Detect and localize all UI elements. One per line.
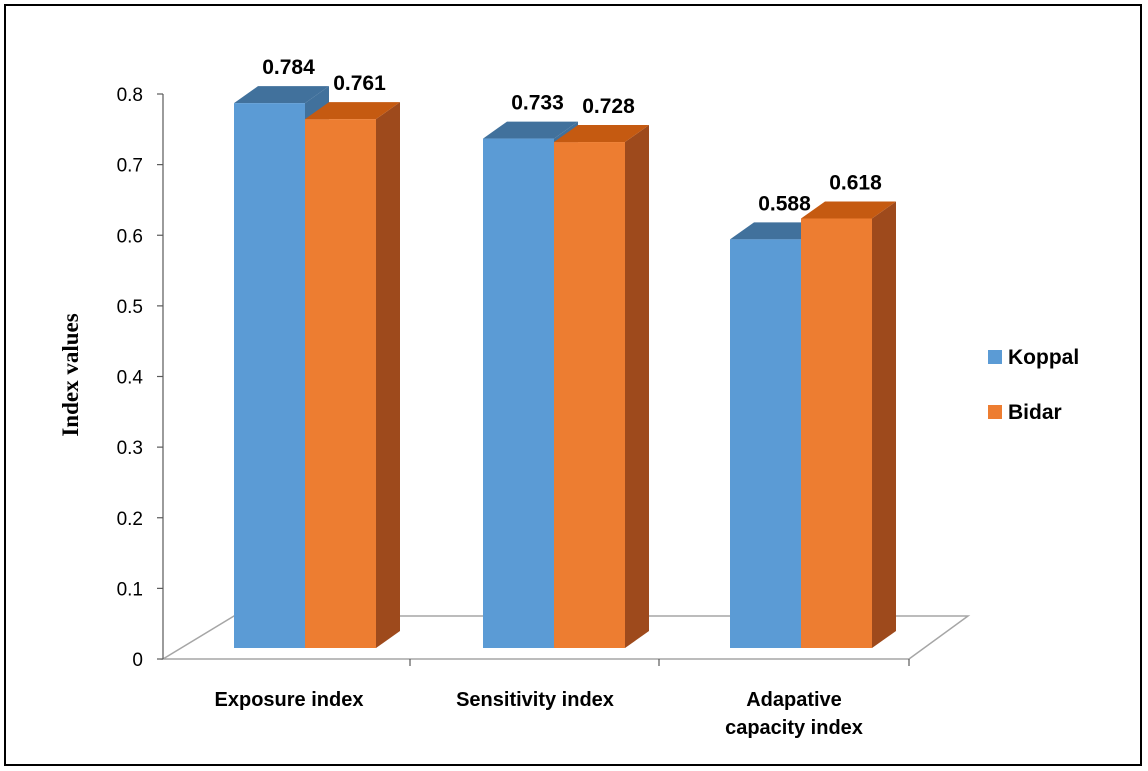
- bar-top-bidar: [554, 125, 649, 143]
- data-labels: 0.784 0.761 0.733 0.728 0.588 0.618: [262, 56, 882, 215]
- data-label: 0.728: [582, 95, 635, 118]
- category-labels: Exposure index Sensitivity index Adapative…: [215, 689, 863, 739]
- bar-top-bidar: [801, 201, 896, 219]
- y-axis: 0 0.1 0.2 0.3 0.4 0.5 0.6 0.7 0.8: [117, 85, 910, 671]
- y-tick-label: 0.4: [117, 368, 144, 389]
- data-label: 0.618: [829, 171, 882, 194]
- data-label: 0.588: [758, 192, 811, 215]
- legend-swatch-koppal: [988, 350, 1002, 364]
- bar-koppal: [234, 103, 305, 649]
- bar-bidar: [801, 218, 872, 649]
- x-category-label: Adapative: [746, 689, 842, 711]
- y-tick-label: 0.8: [117, 85, 143, 106]
- bars: [234, 86, 896, 649]
- y-tick-label: 0: [132, 650, 143, 671]
- bar-koppal: [730, 239, 801, 648]
- data-label: 0.784: [262, 56, 315, 79]
- bar-top-bidar: [305, 102, 400, 120]
- bar-top-koppal: [234, 86, 329, 104]
- x-category-label: Sensitivity index: [456, 689, 614, 711]
- y-tick-label: 0.7: [117, 156, 143, 177]
- bar-bidar: [305, 119, 376, 649]
- y-tick-label: 0.2: [117, 509, 143, 530]
- x-category-label: Exposure index: [215, 689, 364, 711]
- legend-label-bidar: Bidar: [1008, 401, 1062, 424]
- bar-side-bidar: [872, 201, 896, 649]
- y-tick-label: 0.6: [117, 226, 143, 247]
- bar-side-bidar: [625, 125, 649, 649]
- bar-koppal: [483, 138, 554, 648]
- bar-bidar: [554, 142, 625, 649]
- y-axis-label: Index values: [58, 313, 83, 436]
- data-label: 0.761: [333, 72, 386, 95]
- data-label: 0.733: [511, 92, 564, 115]
- legend-label-koppal: Koppal: [1008, 346, 1079, 369]
- legend: Koppal Bidar: [988, 346, 1079, 424]
- y-tick-label: 0.3: [117, 438, 143, 459]
- y-tick-label: 0.5: [117, 297, 143, 318]
- x-category-label: capacity index: [725, 717, 863, 739]
- y-tick-label: 0.1: [117, 579, 143, 600]
- bar-top-koppal: [483, 121, 578, 139]
- bar-side-bidar: [376, 102, 400, 649]
- legend-swatch-bidar: [988, 405, 1002, 419]
